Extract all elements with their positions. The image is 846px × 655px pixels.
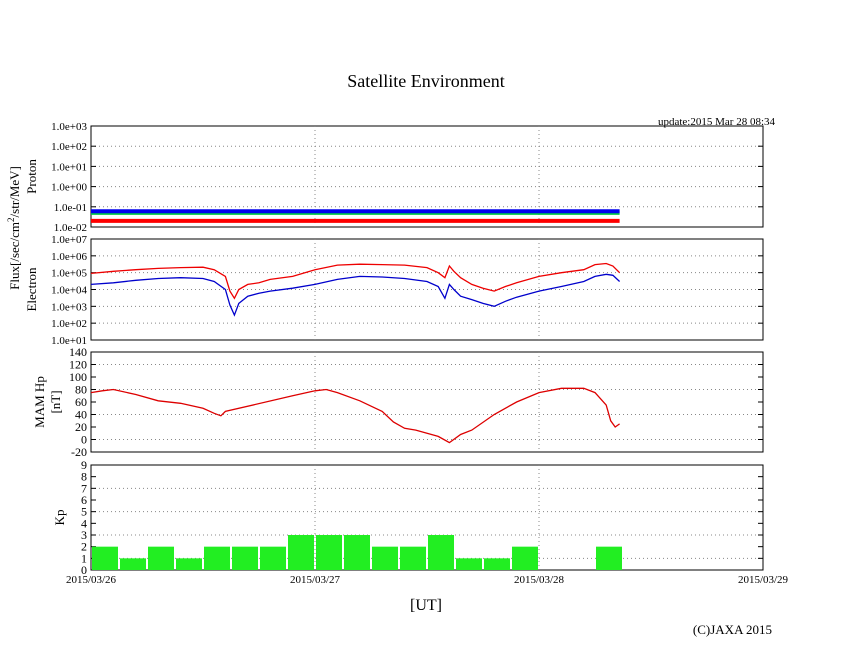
chart-panels: 1.0e-02 1.0e-01 1.0e+00 1.0e+01 1.0e+02 1.0e+…	[24, 121, 789, 586]
x-tick-label: 2015/03/26	[66, 574, 117, 586]
proton-ytick-label: 1.0e-01	[54, 202, 87, 214]
electron-ytick-label: 1.0e+05	[51, 268, 87, 280]
mam-hp-ytick-label: 60	[75, 395, 87, 409]
kp-ytick-label: 3	[81, 528, 87, 542]
kp-bar	[484, 558, 510, 570]
flux-axis-label: Flux[/sec/cm2/str/MeV]	[6, 166, 22, 290]
kp-ytick-label: 5	[81, 505, 87, 519]
electron-ytick-label: 1.0e+03	[51, 301, 87, 313]
proton-ytick-label: 1.0e+03	[51, 121, 87, 133]
kp-bar	[372, 546, 398, 570]
kp-ytick-label: 4	[81, 516, 87, 530]
mam-hp-ytick-label: 120	[69, 358, 87, 372]
mam-hp-ylabel: MAM Hp	[32, 376, 47, 428]
mam-hp-ytick-label: 80	[75, 383, 87, 397]
electron-ytick-label: 1.0e+06	[51, 251, 87, 263]
kp-ytick-label: 7	[81, 481, 87, 495]
electron-ylabel: Electron	[24, 267, 39, 312]
kp-bar	[176, 558, 202, 570]
mam-hp-ytick-label: -20	[71, 445, 87, 459]
kp-bar	[288, 535, 314, 570]
proton-ytick-label: 1.0e+01	[51, 161, 87, 173]
electron-ytick-label: 1.0e+02	[51, 318, 87, 330]
chart-title: Satellite Environment	[347, 71, 504, 91]
kp-frame	[90, 464, 764, 571]
flux-label-suffix: /str/MeV]	[7, 166, 22, 217]
kp-bar	[204, 546, 230, 570]
kp-bar	[344, 535, 370, 570]
kp-ylabel: Kp	[52, 510, 67, 526]
x-tick-label: 2015/03/27	[290, 574, 341, 586]
kp-bar	[512, 546, 538, 570]
kp-ytick-label: 0	[81, 563, 87, 577]
kp-bar	[148, 546, 174, 570]
flux-label-prefix: Flux[/sec/cm	[7, 222, 22, 290]
update-timestamp: update:2015 Mar 28 08:34	[658, 116, 776, 128]
electron-ytick-label: 1.0e+04	[51, 285, 87, 297]
kp-bar	[232, 546, 258, 570]
kp-ytick-label: 1	[81, 551, 87, 565]
kp-bar	[428, 535, 454, 570]
x-axis-label: [UT]	[410, 597, 442, 614]
kp-bar	[260, 546, 286, 570]
mam-hp-ytick-label: 140	[69, 345, 87, 359]
kp-ytick-label: 6	[81, 493, 87, 507]
mam-hp-frame	[90, 351, 764, 453]
proton-ylabel: Proton	[24, 159, 39, 194]
mam-hp-ytick-label: 40	[75, 408, 87, 422]
kp-bar	[400, 546, 426, 570]
kp-bar	[92, 546, 118, 570]
mam-hp-series-0-line	[90, 387, 620, 444]
x-tick-label: 2015/03/29	[738, 574, 789, 586]
mam-hp-ytick-label: 20	[75, 420, 87, 434]
kp-bar	[120, 558, 146, 570]
proton-ytick-label: 1.0e+00	[51, 182, 87, 194]
mam-hp-ytick-label: 100	[69, 370, 87, 384]
kp-ytick-label: 9	[81, 458, 87, 472]
mam-hp-yunit: [nT]	[48, 390, 63, 413]
copyright: (C)JAXA 2015	[693, 622, 772, 637]
flux-label-sup: 2	[6, 217, 16, 222]
mam-hp-ytick-label: 0	[81, 433, 87, 447]
electron-series-0-line	[90, 262, 621, 300]
electron-ytick-label: 1.0e+01	[51, 335, 87, 347]
kp-ytick-label: 2	[81, 540, 87, 554]
proton-frame	[90, 125, 764, 228]
x-tick-label: 2015/03/28	[514, 574, 565, 586]
kp-bar	[456, 558, 482, 570]
electron-ytick-label: 1.0e+07	[51, 234, 87, 246]
kp-bar	[316, 535, 342, 570]
electron-series-1-line	[90, 273, 621, 317]
proton-ytick-label: 1.0e+02	[51, 141, 87, 153]
kp-ytick-label: 8	[81, 470, 87, 484]
proton-ytick-label: 1.0e-02	[54, 222, 87, 234]
kp-bar	[596, 546, 622, 570]
